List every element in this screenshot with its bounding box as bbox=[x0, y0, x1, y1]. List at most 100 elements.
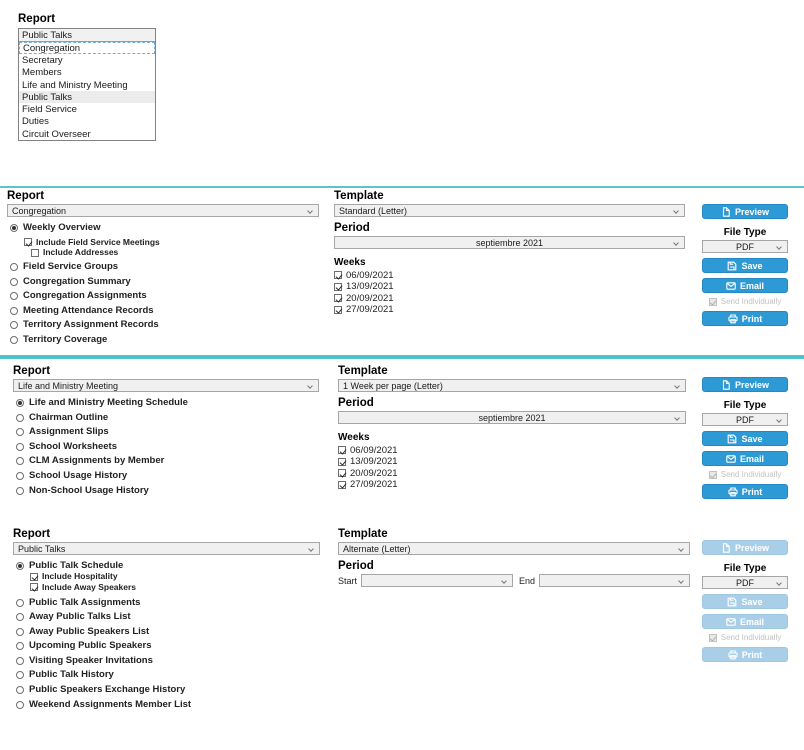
printer-icon bbox=[728, 313, 738, 323]
report-option[interactable]: Meeting Attendance Records bbox=[7, 305, 319, 316]
week-checkbox[interactable]: 06/09/2021 bbox=[338, 445, 686, 455]
report-option[interactable]: Territory Coverage bbox=[7, 335, 319, 345]
file-type-value: PDF bbox=[736, 414, 754, 425]
report-option[interactable]: Away Public Speakers List bbox=[13, 626, 320, 637]
radio-icon bbox=[10, 336, 18, 345]
preview-button-label: Preview bbox=[734, 542, 770, 553]
preview-button[interactable]: Preview bbox=[702, 377, 788, 392]
week-checkbox[interactable]: 06/09/2021 bbox=[334, 270, 685, 280]
report-combobox-value[interactable]: Public Talks bbox=[19, 29, 155, 42]
picker-option-field-service[interactable]: Field Service bbox=[19, 103, 155, 116]
report-option-label: Congregation Assignments bbox=[23, 290, 147, 302]
template-select[interactable]: 1 Week per page (Letter) bbox=[338, 379, 686, 392]
weeks-heading: Weeks bbox=[334, 257, 366, 268]
report-option-label: Non-School Usage History bbox=[29, 484, 149, 496]
email-icon bbox=[726, 454, 736, 463]
end-label: End bbox=[519, 575, 536, 586]
week-checkbox[interactable]: 13/09/2021 bbox=[334, 282, 685, 291]
radio-icon bbox=[16, 413, 24, 422]
week-checkbox[interactable]: 20/09/2021 bbox=[338, 468, 686, 478]
email-button[interactable]: Email bbox=[702, 278, 788, 293]
picker-option-duties[interactable]: Duties bbox=[19, 115, 155, 129]
report-option[interactable]: Life and Ministry Meeting Schedule bbox=[13, 398, 319, 408]
print-button[interactable]: Print bbox=[702, 484, 788, 499]
report-option-label: Territory Coverage bbox=[23, 334, 108, 346]
chevron-down-icon bbox=[673, 208, 679, 214]
report-option[interactable]: Congregation Summary bbox=[7, 276, 319, 287]
report-option-label: Assignment Slips bbox=[29, 426, 109, 438]
chevron-down-icon bbox=[678, 546, 684, 552]
period-heading: Period bbox=[338, 560, 374, 572]
report-option[interactable]: Public Talk Assignments bbox=[13, 596, 320, 608]
week-checkbox[interactable]: 27/09/2021 bbox=[338, 480, 686, 489]
report-option[interactable]: Weekly Overview bbox=[7, 223, 319, 233]
file-type-label: File Type bbox=[723, 227, 767, 238]
report-option[interactable]: Field Service Groups bbox=[7, 262, 319, 272]
file-type-select[interactable]: PDF bbox=[702, 576, 788, 589]
week-checkbox[interactable]: 27/09/2021 bbox=[334, 305, 685, 314]
template-select[interactable]: Standard (Letter) bbox=[334, 204, 685, 217]
template-heading: Template bbox=[338, 365, 388, 377]
save-button: Save bbox=[702, 594, 788, 609]
report-option[interactable]: Territory Assignment Records bbox=[7, 320, 319, 330]
print-button-label: Print bbox=[741, 649, 763, 660]
picker-option-public-talks[interactable]: Public Talks bbox=[19, 91, 155, 104]
report-select[interactable]: Life and Ministry Meeting bbox=[13, 379, 319, 392]
week-checkbox[interactable]: 20/09/2021 bbox=[334, 292, 685, 304]
report-option[interactable]: School Usage History bbox=[13, 470, 319, 481]
report-option[interactable]: Public Talk Schedule bbox=[13, 561, 320, 571]
chevron-down-icon bbox=[673, 240, 679, 246]
file-type-select[interactable]: PDF bbox=[702, 413, 788, 426]
radio-icon bbox=[16, 399, 24, 407]
sub-option[interactable]: Include Hospitality bbox=[30, 572, 320, 581]
report-option[interactable]: Non-School Usage History bbox=[13, 484, 319, 496]
period-end-select[interactable] bbox=[539, 574, 690, 587]
report-option[interactable]: Assignment Slips bbox=[13, 427, 319, 437]
period-start-select[interactable] bbox=[361, 574, 513, 587]
report-option[interactable]: Weekend Assignments Member List bbox=[13, 699, 320, 710]
document-icon bbox=[722, 379, 730, 390]
report-option-label: Weekly Overview bbox=[23, 222, 101, 233]
report-option[interactable]: CLM Assignments by Member bbox=[13, 456, 319, 466]
report-option[interactable]: Away Public Talks List bbox=[13, 612, 320, 622]
save-button[interactable]: Save bbox=[702, 258, 788, 273]
chevron-down-icon bbox=[308, 546, 314, 552]
preview-button[interactable]: Preview bbox=[702, 204, 788, 219]
picker-option-secretary[interactable]: Secretary bbox=[19, 54, 155, 67]
report-option[interactable]: Chairman Outline bbox=[13, 412, 319, 423]
report-option[interactable]: Visiting Speaker Invitations bbox=[13, 654, 320, 666]
report-option[interactable]: Upcoming Public Speakers bbox=[13, 641, 320, 651]
period-select[interactable]: septiembre 2021 bbox=[338, 411, 686, 424]
week-checkbox[interactable]: 13/09/2021 bbox=[338, 457, 686, 466]
report-select[interactable]: Public Talks bbox=[13, 542, 320, 555]
report-option-label: Visiting Speaker Invitations bbox=[29, 654, 153, 666]
report-option[interactable]: School Worksheets bbox=[13, 441, 319, 452]
file-type-select[interactable]: PDF bbox=[702, 240, 788, 253]
print-button-label: Print bbox=[741, 313, 763, 324]
radio-icon bbox=[16, 457, 24, 466]
template-select[interactable]: Alternate (Letter) bbox=[338, 542, 690, 555]
picker-option-members[interactable]: Members bbox=[19, 66, 155, 79]
report-option-label: Public Talk History bbox=[29, 669, 114, 681]
print-button[interactable]: Print bbox=[702, 311, 788, 326]
picker-option-life-and-ministry-meeting[interactable]: Life and Ministry Meeting bbox=[19, 78, 155, 92]
period-select[interactable]: septiembre 2021 bbox=[334, 236, 685, 249]
report-option[interactable]: Congregation Assignments bbox=[7, 291, 319, 301]
report-select[interactable]: Congregation bbox=[7, 204, 319, 217]
week-label: 20/09/2021 bbox=[346, 292, 394, 304]
picker-option-congregation[interactable]: Congregation bbox=[19, 42, 155, 55]
radio-icon bbox=[16, 562, 24, 570]
picker-option-circuit-overseer[interactable]: Circuit Overseer bbox=[19, 128, 155, 141]
save-button[interactable]: Save bbox=[702, 431, 788, 446]
sub-option[interactable]: Include Field Service Meetings bbox=[24, 237, 319, 247]
checkbox-icon bbox=[338, 469, 346, 477]
report-option-label: Public Talk Assignments bbox=[29, 596, 141, 608]
chevron-down-icon bbox=[307, 383, 313, 389]
report-option[interactable]: Public Speakers Exchange History bbox=[13, 685, 320, 695]
sub-option[interactable]: Include Addresses bbox=[31, 248, 319, 257]
report-option[interactable]: Public Talk History bbox=[13, 670, 320, 680]
email-button[interactable]: Email bbox=[702, 451, 788, 466]
chevron-down-icon bbox=[674, 415, 680, 421]
radio-icon bbox=[16, 642, 24, 651]
sub-option[interactable]: Include Away Speakers bbox=[30, 582, 320, 592]
